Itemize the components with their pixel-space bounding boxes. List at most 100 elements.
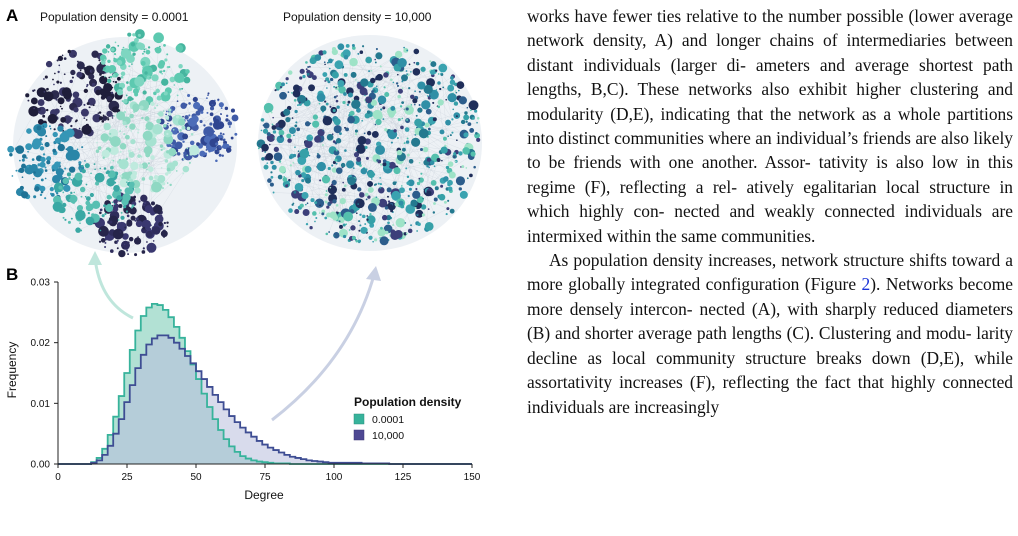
text-line: are also likely to be friends with one a… xyxy=(527,128,1013,173)
network-node xyxy=(331,167,338,173)
network-node xyxy=(76,71,83,78)
network-node xyxy=(262,128,269,134)
network-node xyxy=(26,165,30,168)
network-node xyxy=(329,200,333,204)
network-node xyxy=(115,241,118,244)
network-node xyxy=(383,86,386,89)
network-node xyxy=(46,160,51,165)
network-node xyxy=(52,78,54,81)
network-node xyxy=(388,161,396,169)
network-node xyxy=(145,49,151,55)
network-node xyxy=(107,51,110,53)
network-node xyxy=(334,60,344,70)
network-node xyxy=(397,88,403,94)
network-node xyxy=(147,46,151,49)
network-node xyxy=(28,105,39,117)
network-node xyxy=(156,104,159,107)
network-node xyxy=(183,151,187,156)
network-node xyxy=(44,177,47,180)
network-node xyxy=(58,64,61,67)
network-node xyxy=(446,207,450,211)
network-node xyxy=(261,157,265,161)
network-node xyxy=(175,115,180,119)
network-node xyxy=(161,181,166,186)
network-node xyxy=(355,212,358,215)
figure-link[interactable]: 2 xyxy=(861,274,871,295)
network-node xyxy=(21,163,27,169)
y-tick-label: 0.00 xyxy=(31,460,51,471)
network-node xyxy=(343,55,349,60)
text-line: into distinct communities where an indiv… xyxy=(527,128,911,149)
network-node xyxy=(94,168,96,171)
network-node xyxy=(368,235,373,240)
network-node xyxy=(132,106,139,113)
network-node xyxy=(119,178,129,188)
network-node xyxy=(95,181,100,186)
network-node xyxy=(294,109,298,114)
text-line: within the same communities. xyxy=(606,225,816,246)
network-node xyxy=(336,211,339,214)
network-node xyxy=(448,171,456,179)
network-node xyxy=(91,200,101,209)
network-node xyxy=(354,132,358,136)
network-node xyxy=(121,100,124,102)
network-node xyxy=(371,130,379,138)
network-node xyxy=(306,72,310,76)
network-node xyxy=(159,185,163,189)
network-node xyxy=(205,133,207,136)
network-node xyxy=(331,71,339,79)
network-node xyxy=(222,138,226,142)
network-node xyxy=(102,115,108,121)
network-node xyxy=(400,125,404,130)
network-node xyxy=(268,143,271,146)
network-node xyxy=(81,109,84,112)
network-node xyxy=(76,204,84,212)
network-node xyxy=(25,93,30,98)
network-node xyxy=(401,117,404,120)
network-node xyxy=(42,114,46,118)
network-node xyxy=(329,211,337,219)
network-node xyxy=(316,154,321,159)
network-node xyxy=(465,120,468,123)
network-node xyxy=(64,167,67,170)
network-node xyxy=(331,164,334,167)
network-node xyxy=(20,191,29,199)
network-node xyxy=(108,65,117,73)
network-node xyxy=(263,122,270,129)
network-node xyxy=(339,224,343,229)
network-node xyxy=(57,125,64,132)
network-node xyxy=(37,99,45,106)
network-node xyxy=(58,58,61,61)
network-node xyxy=(53,128,56,131)
network-node xyxy=(410,199,418,207)
network-node xyxy=(139,164,143,169)
network-node xyxy=(275,123,280,127)
network-node xyxy=(88,106,91,109)
network-node xyxy=(32,89,35,93)
network-node xyxy=(437,99,444,106)
network-node xyxy=(366,110,371,114)
network-node xyxy=(188,114,191,117)
network-node xyxy=(21,176,24,179)
network-node xyxy=(131,63,133,65)
network-node xyxy=(113,58,118,63)
network-node xyxy=(425,108,432,115)
network-node xyxy=(426,190,432,196)
network-node xyxy=(99,73,102,76)
network-node xyxy=(410,94,415,100)
network-node xyxy=(418,128,429,139)
network-node xyxy=(340,162,346,168)
network-node xyxy=(102,156,105,159)
network-node xyxy=(146,241,148,243)
x-tick-label: 0 xyxy=(55,472,61,483)
network-node xyxy=(351,46,356,50)
network-node xyxy=(426,164,429,168)
network-node xyxy=(350,71,357,78)
network-node xyxy=(52,195,62,204)
network-node xyxy=(364,112,371,119)
network-node xyxy=(375,118,382,126)
network-node xyxy=(122,159,125,162)
network-node xyxy=(312,114,319,120)
network-node xyxy=(55,98,58,101)
network-node xyxy=(97,112,100,115)
